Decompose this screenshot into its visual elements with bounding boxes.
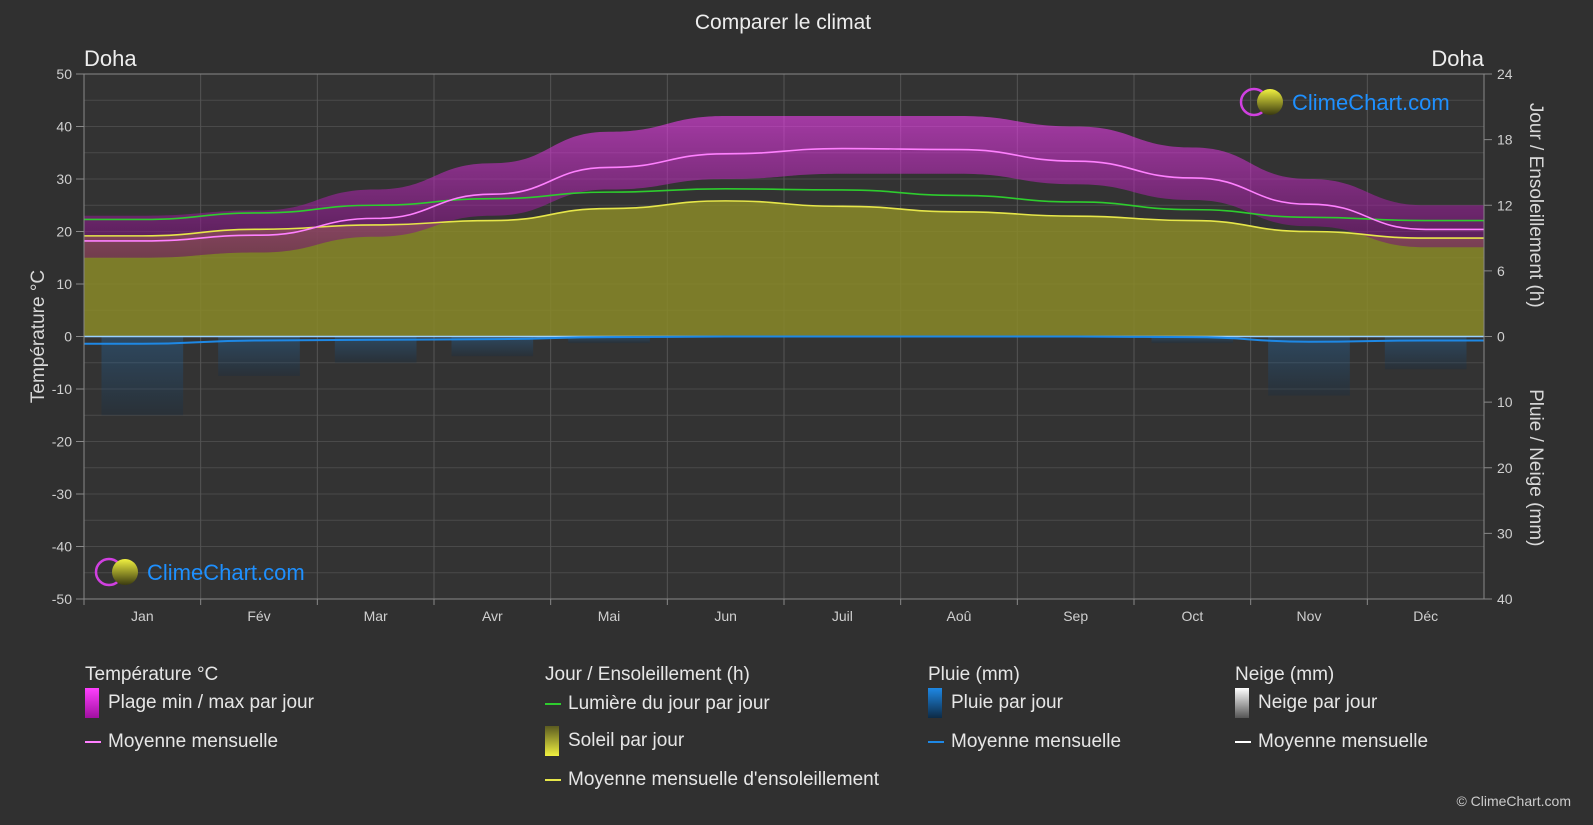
rain-bar [568, 336, 650, 344]
x-tick-label: Déc [1413, 608, 1438, 624]
y-left-tick-label: 10 [56, 276, 72, 292]
x-tick-label: Jun [714, 608, 737, 624]
x-tick-label: Nov [1297, 608, 1322, 624]
sunshine-mean-swatch [545, 779, 561, 781]
copyright: © ClimeChart.com [1456, 793, 1571, 809]
location-left: Doha [84, 46, 137, 71]
legend-label: Moyenne mensuelle [108, 731, 279, 752]
sunshine-mean-line [84, 200, 1484, 239]
legend-label: Moyenne mensuelle [1258, 731, 1429, 752]
legend-label: Moyenne mensuelle d'ensoleillement [568, 769, 879, 790]
y-right-hours-tick-label: 24 [1497, 66, 1513, 82]
legend-item-temp-range: Plage min / max par jour [85, 688, 314, 718]
legend-label: Neige par jour [1258, 692, 1378, 713]
rain-bar [218, 336, 300, 376]
rain-bar [451, 336, 534, 357]
legend-item-sunshine-mean: Moyenne mensuelle d'ensoleillement [545, 769, 879, 791]
legend-item-rain: Pluie par jour [928, 688, 1063, 718]
x-tick-label: Fév [247, 608, 270, 624]
legend-item-temp-mean: Moyenne mensuelle [85, 731, 278, 753]
rain-swatch [928, 688, 942, 718]
y-right-precip-tick-label: 40 [1497, 591, 1513, 607]
snow-mean-swatch [1235, 741, 1251, 743]
location-right: Doha [1431, 46, 1484, 71]
y-left-tick-label: 50 [56, 66, 72, 82]
legend-label: Pluie par jour [951, 692, 1063, 713]
y-left-tick-label: -50 [52, 591, 72, 607]
legend-title-rain: Pluie (mm) [928, 664, 1020, 685]
daylight-swatch [545, 703, 561, 705]
legend-title-sunshine: Jour / Ensoleillement (h) [545, 664, 750, 685]
legend-item-daylight: Lumière du jour par jour [545, 693, 770, 715]
x-tick-label: Mar [364, 608, 388, 624]
y-right-precip-tick-label: 10 [1497, 394, 1513, 410]
y-right-hours-axis-title: Jour / Ensoleillement (h) [1525, 103, 1546, 308]
x-tick-label: Aoû [947, 608, 972, 624]
daylight-line [84, 188, 1484, 222]
y-left-tick-label: 30 [56, 171, 72, 187]
y-right-hours-tick-label: 0 [1497, 329, 1505, 345]
sunshine-area [84, 200, 1484, 337]
x-tick-label: Oct [1181, 608, 1203, 624]
x-tick-label: Avr [482, 608, 503, 624]
y-left-tick-label: -40 [52, 539, 72, 555]
y-right-precip-tick-label: 20 [1497, 460, 1513, 476]
temperature-mean-line [84, 147, 1484, 242]
legend-title-snow: Neige (mm) [1235, 664, 1335, 685]
logo-sun-icon [112, 559, 138, 585]
y-right-precip-axis-title: Pluie / Neige (mm) [1525, 389, 1546, 546]
climechart-logo-top: ClimeChart.com [1239, 87, 1450, 117]
legend-label: Lumière du jour par jour [568, 693, 770, 714]
y-right-hours-tick-label: 12 [1497, 197, 1513, 213]
legend-item-snow-mean: Moyenne mensuelle [1235, 731, 1428, 753]
legend-label: Moyenne mensuelle [951, 731, 1122, 752]
rain-bar [1151, 336, 1234, 344]
y-left-axis-title: Température °C [28, 270, 49, 403]
climechart-logo-bottom: ClimeChart.com [94, 557, 305, 587]
rain-bar [101, 336, 184, 416]
logo-sun-icon [1257, 89, 1283, 115]
legend-title-temperature: Température °C [85, 664, 219, 685]
x-tick-label: Jan [131, 608, 154, 624]
logo-text: ClimeChart.com [147, 560, 305, 585]
x-tick-label: Juil [832, 608, 853, 624]
legend-item-snow: Neige par jour [1235, 688, 1377, 718]
rain-bar [1268, 336, 1350, 396]
x-tick-label: Mai [598, 608, 621, 624]
temp-mean-swatch [85, 741, 101, 743]
y-right-hours-tick-label: 6 [1497, 263, 1505, 279]
y-left-tick-label: 0 [64, 329, 72, 345]
y-right-hours-tick-label: 18 [1497, 132, 1513, 148]
temp-range-swatch [85, 688, 99, 718]
rain-mean-line [83, 335, 1484, 345]
sunshine-swatch [545, 726, 559, 756]
y-right-precip-tick-label: 30 [1497, 525, 1513, 541]
legend-item-sunshine: Soleil par jour [545, 726, 684, 756]
y-left-tick-label: 40 [56, 119, 72, 135]
legend-item-rain-mean: Moyenne mensuelle [928, 731, 1121, 753]
snow-swatch [1235, 688, 1249, 718]
logo-text: ClimeChart.com [1292, 90, 1450, 115]
y-left-tick-label: -30 [52, 486, 72, 502]
rain-bar [1384, 336, 1467, 370]
chart-title: Comparer le climat [695, 11, 871, 34]
legend-label: Plage min / max par jour [108, 692, 314, 713]
y-left-tick-label: -10 [52, 381, 72, 397]
x-tick-label: Sep [1063, 608, 1088, 624]
climate-chart: Comparer le climat Doha Doha 50 40 30 20 10 0 -10… [28, 11, 1546, 624]
y-left-tick-label: 20 [56, 224, 72, 240]
legend-label: Soleil par jour [568, 730, 685, 751]
y-left-tick-label: -20 [52, 434, 72, 450]
rain-mean-swatch [928, 741, 944, 743]
